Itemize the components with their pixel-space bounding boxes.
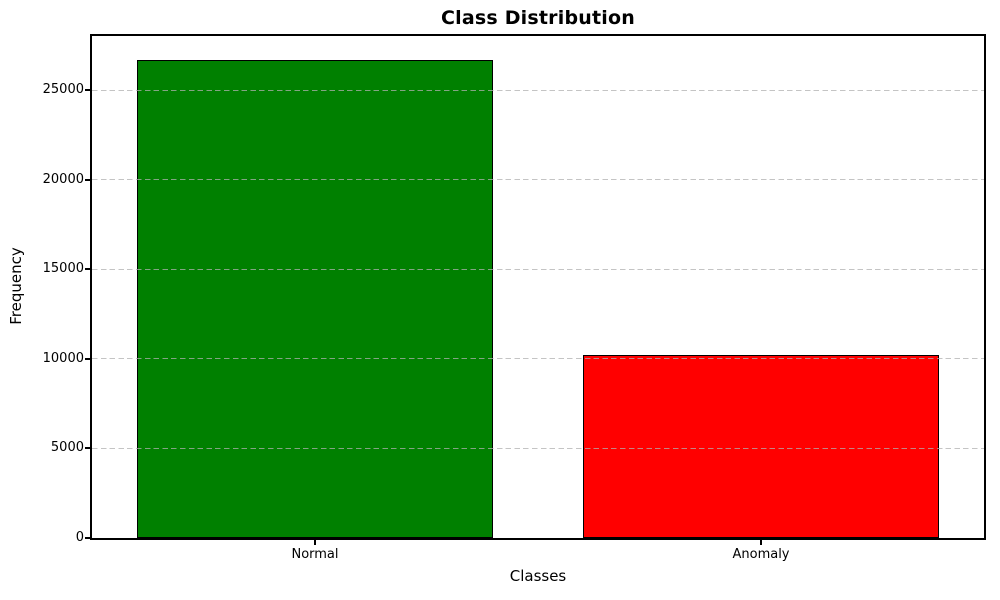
y-tick-label-15000: 15000 xyxy=(42,261,84,277)
y-tick-label-20000: 20000 xyxy=(42,171,84,187)
x-tick-label-normal: Normal xyxy=(291,547,339,562)
gridline-25000 xyxy=(92,89,984,91)
y-tick-label-10000: 10000 xyxy=(42,350,84,366)
x-tick-mark-normal xyxy=(314,540,316,545)
y-tick-label-0: 0 xyxy=(75,530,84,545)
gridline-5000 xyxy=(92,447,984,449)
bar-normal xyxy=(136,59,494,538)
y-tick-mark-10000 xyxy=(85,357,90,360)
y-tick-label-25000: 25000 xyxy=(42,82,84,98)
y-tick-mark-25000 xyxy=(85,89,90,92)
x-tick-label-anomaly: Anomaly xyxy=(732,547,790,562)
y-tick-mark-20000 xyxy=(85,178,90,181)
gridline-20000 xyxy=(92,179,984,181)
y-tick-mark-5000 xyxy=(85,447,90,450)
plot-area xyxy=(90,34,986,540)
gridline-10000 xyxy=(92,358,984,360)
gridline-15000 xyxy=(92,268,984,270)
x-axis-label: Classes xyxy=(509,567,567,585)
x-tick-mark-anomaly xyxy=(760,540,762,545)
y-tick-mark-15000 xyxy=(85,268,90,271)
y-tick-mark-0 xyxy=(85,537,90,539)
y-axis-label: Frequency xyxy=(7,247,25,325)
chart-title: Class Distribution xyxy=(441,7,635,29)
bar-anomaly xyxy=(582,355,940,538)
y-tick-label-5000: 5000 xyxy=(50,440,84,456)
